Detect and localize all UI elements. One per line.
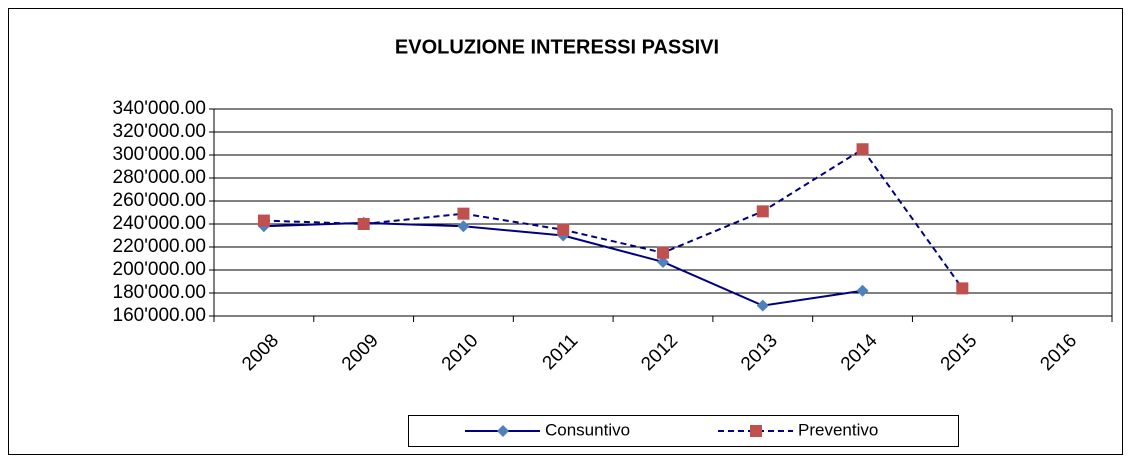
chart-title: EVOLUZIONE INTERESSI PASSIVI bbox=[395, 36, 719, 58]
point-marker bbox=[497, 425, 509, 437]
point-marker bbox=[257, 214, 270, 227]
point-marker bbox=[557, 223, 570, 236]
y-tick-label: 200'000.00 bbox=[113, 259, 206, 280]
y-tick-label: 300'000.00 bbox=[113, 144, 206, 165]
point-marker bbox=[856, 284, 869, 297]
y-tick-label: 180'000.00 bbox=[113, 282, 206, 303]
point-marker bbox=[756, 299, 769, 312]
y-tick-label: 260'000.00 bbox=[113, 190, 206, 211]
y-tick-label: 160'000.00 bbox=[113, 305, 206, 326]
legend-label: Consuntivo bbox=[545, 420, 630, 439]
point-marker bbox=[856, 143, 869, 156]
y-tick-label: 280'000.00 bbox=[113, 167, 206, 188]
point-marker bbox=[657, 255, 669, 268]
point-marker bbox=[357, 218, 370, 230]
point-marker bbox=[457, 220, 470, 233]
y-tick-label: 320'000.00 bbox=[113, 121, 206, 142]
point-marker bbox=[750, 425, 762, 437]
point-marker bbox=[457, 207, 470, 220]
y-tick-label: 240'000.00 bbox=[113, 213, 206, 234]
point-marker bbox=[756, 205, 769, 218]
series-line bbox=[263, 147, 964, 289]
y-tick-label: 220'000.00 bbox=[113, 236, 206, 257]
point-marker bbox=[657, 246, 669, 259]
y-tick-label: 340'000.00 bbox=[113, 98, 206, 119]
legend-label: Preventivo bbox=[798, 420, 878, 439]
point-marker bbox=[956, 282, 969, 295]
